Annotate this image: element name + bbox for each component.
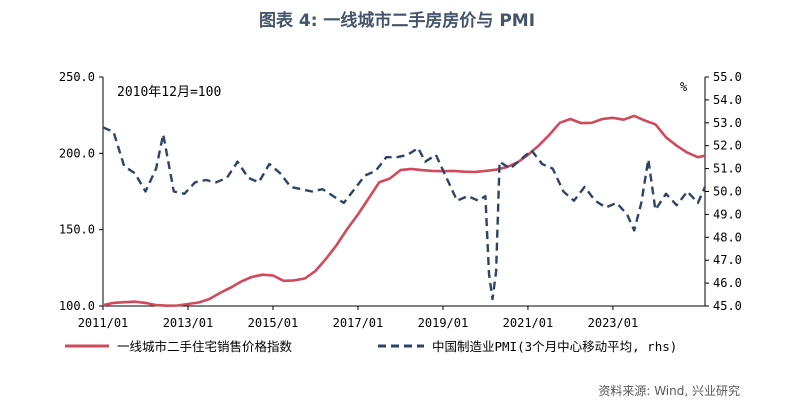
legend-label-pmi: 中国制造业PMI(3个月中心移动平均, rhs): [432, 339, 677, 354]
source-note: 资料来源: Wind, 兴业研究: [598, 383, 740, 398]
x-axis-tick-label: 2011/01: [78, 316, 129, 330]
right-axis-tick-label: 54.0: [713, 93, 742, 107]
x-axis-tick-label: 2013/01: [163, 316, 214, 330]
right-axis-tick-label: 52.0: [713, 139, 742, 153]
right-axis-tick-label: 55.0: [713, 70, 742, 84]
series-layer: [102, 114, 707, 307]
x-axis-tick-label: 2017/01: [333, 316, 384, 330]
right-axis-tick-label: 51.0: [713, 162, 742, 176]
x-axis-tick-label: 2023/01: [588, 316, 639, 330]
right-axis-unit: %: [680, 80, 688, 94]
index-base-annotation: 2010年12月=100: [117, 85, 221, 100]
left-axis-tick-label: 250.0: [59, 70, 95, 84]
legend: 一线城市二手住宅销售价格指数 中国制造业PMI(3个月中心移动平均, rhs): [65, 339, 677, 354]
legend-label-price-index: 一线城市二手住宅销售价格指数: [117, 339, 293, 354]
right-axis-tick-label: 46.0: [713, 276, 742, 290]
series-line-pmi: [102, 126, 707, 301]
x-axis-tick-label: 2015/01: [248, 316, 299, 330]
left-axis-tick-label: 150.0: [59, 223, 95, 237]
right-axis-tick-label: 53.0: [713, 116, 742, 130]
x-axis-tick-label: 2019/01: [418, 316, 469, 330]
chart-title: 图表 4: 一线城市二手房房价与 PMI: [259, 10, 535, 31]
series-line-price-index: [102, 114, 706, 307]
left-axis-tick-label: 100.0: [59, 299, 95, 313]
left-axis-tick-label: 200.0: [59, 146, 95, 160]
right-axis-tick-label: 47.0: [713, 253, 742, 267]
right-axis-tick-label: 48.0: [713, 230, 742, 244]
axes: 100.0 150.0 200.0 250.0 45.0 46.0 47.0 48.0 49.0…: [59, 70, 742, 330]
right-axis-tick-label: 50.0: [713, 185, 742, 199]
right-axis-tick-label: 45.0: [713, 299, 742, 313]
x-axis-tick-label: 2021/01: [503, 316, 554, 330]
right-axis-tick-label: 49.0: [713, 207, 742, 221]
